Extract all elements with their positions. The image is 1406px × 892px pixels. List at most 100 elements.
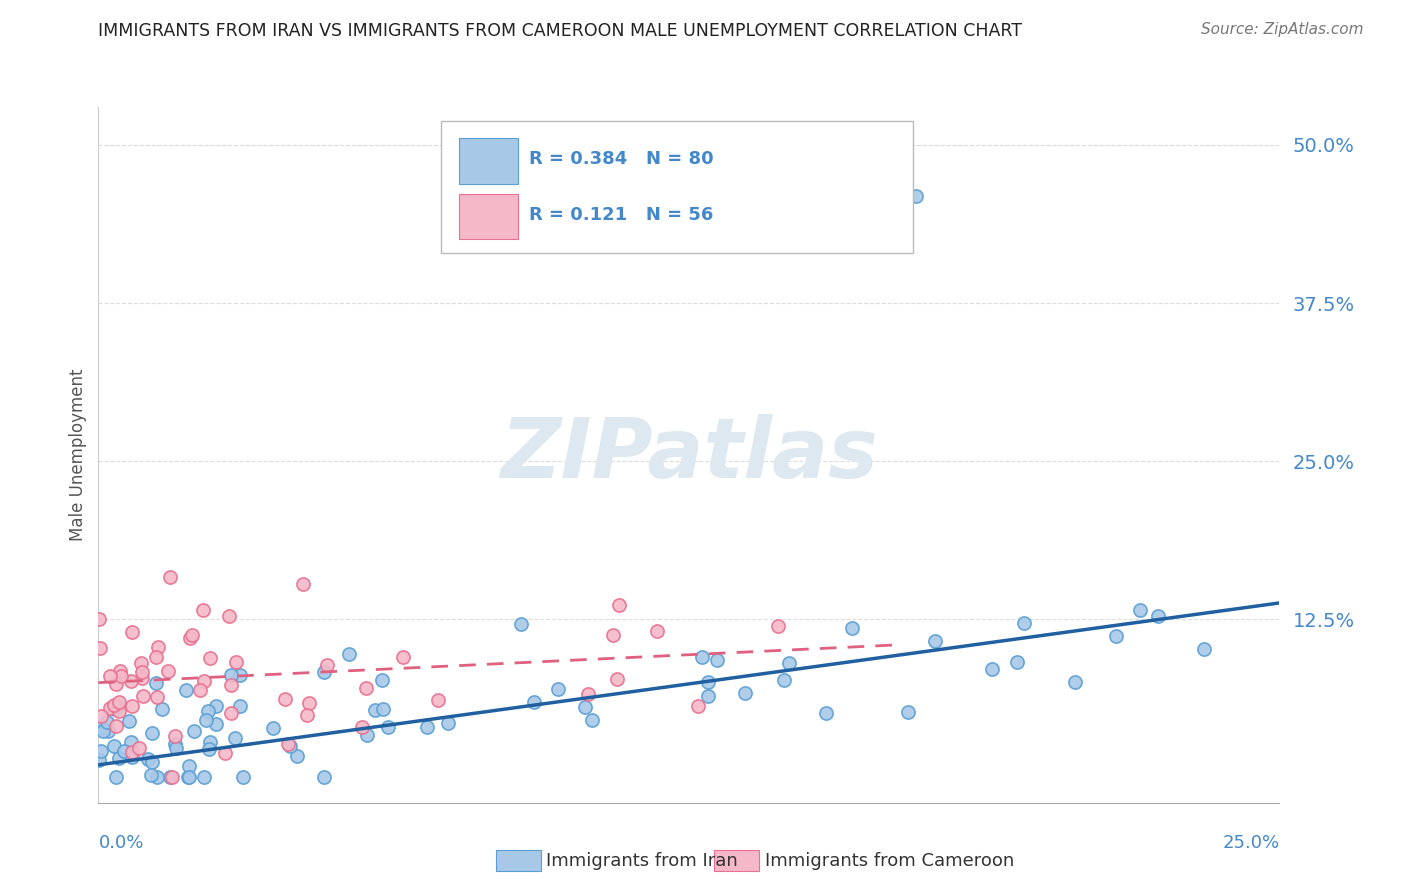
- Point: [165, 740, 187, 755]
- Point: [371, 673, 394, 687]
- Point: [377, 721, 399, 735]
- Point: [146, 771, 169, 785]
- Point: [509, 617, 531, 632]
- Text: 25.0%: 25.0%: [1222, 834, 1279, 852]
- Point: [337, 647, 360, 661]
- Point: [89, 611, 111, 625]
- Point: [105, 719, 128, 733]
- Point: [183, 724, 205, 739]
- Point: [688, 698, 710, 713]
- Point: [121, 745, 143, 759]
- FancyBboxPatch shape: [458, 138, 517, 184]
- Point: [177, 759, 200, 773]
- Point: [131, 672, 153, 686]
- FancyBboxPatch shape: [458, 194, 517, 239]
- Point: [364, 703, 387, 717]
- Text: R = 0.384   N = 80: R = 0.384 N = 80: [530, 150, 714, 169]
- Point: [105, 677, 128, 691]
- Point: [103, 739, 125, 753]
- Point: [90, 744, 112, 758]
- Point: [120, 735, 142, 749]
- Point: [356, 727, 378, 741]
- Point: [112, 744, 135, 758]
- Point: [578, 687, 600, 701]
- Point: [145, 650, 167, 665]
- Point: [690, 650, 713, 665]
- Point: [141, 756, 163, 770]
- Point: [121, 699, 143, 714]
- Point: [107, 698, 129, 713]
- Point: [229, 698, 252, 713]
- Point: [371, 702, 394, 716]
- Point: [120, 674, 142, 689]
- Point: [273, 691, 295, 706]
- Point: [645, 624, 668, 638]
- Point: [219, 706, 242, 720]
- Point: [427, 693, 450, 707]
- Point: [177, 771, 200, 785]
- Point: [90, 708, 112, 723]
- Point: [159, 570, 181, 584]
- Y-axis label: Male Unemployment: Male Unemployment: [69, 368, 87, 541]
- Point: [129, 656, 152, 670]
- Point: [815, 706, 838, 720]
- Point: [298, 696, 321, 710]
- Point: [98, 701, 121, 715]
- Point: [198, 741, 221, 756]
- Point: [107, 704, 129, 718]
- Point: [131, 665, 153, 679]
- Point: [1194, 642, 1216, 657]
- Point: [181, 628, 204, 642]
- Point: [221, 678, 243, 692]
- Point: [772, 673, 794, 688]
- Point: [136, 751, 159, 765]
- Point: [607, 598, 630, 612]
- Point: [103, 698, 125, 712]
- Point: [841, 622, 863, 636]
- Point: [165, 737, 187, 751]
- Point: [1005, 655, 1028, 669]
- Point: [581, 713, 603, 727]
- Point: [278, 739, 301, 753]
- Point: [262, 721, 284, 735]
- Point: [606, 672, 628, 686]
- Point: [110, 669, 132, 683]
- Point: [193, 771, 215, 785]
- Point: [159, 771, 181, 785]
- Point: [146, 640, 169, 654]
- FancyBboxPatch shape: [441, 121, 914, 253]
- Point: [766, 619, 789, 633]
- Point: [188, 682, 211, 697]
- Point: [228, 668, 250, 682]
- Point: [160, 771, 183, 785]
- Point: [1105, 629, 1128, 643]
- Point: [91, 724, 114, 739]
- Point: [416, 720, 439, 734]
- Text: IMMIGRANTS FROM IRAN VS IMMIGRANTS FROM CAMEROON MALE UNEMPLOYMENT CORRELATION C: IMMIGRANTS FROM IRAN VS IMMIGRANTS FROM …: [98, 22, 1022, 40]
- Point: [205, 698, 228, 713]
- Point: [523, 695, 546, 709]
- Point: [146, 690, 169, 705]
- Point: [1146, 609, 1168, 624]
- Point: [1129, 603, 1152, 617]
- Point: [117, 714, 139, 728]
- Point: [574, 700, 596, 714]
- Point: [312, 665, 335, 680]
- Point: [108, 664, 131, 678]
- Point: [139, 768, 162, 782]
- Text: Source: ZipAtlas.com: Source: ZipAtlas.com: [1201, 22, 1364, 37]
- Point: [121, 625, 143, 640]
- Point: [193, 673, 215, 688]
- Point: [981, 662, 1004, 676]
- Point: [197, 704, 219, 718]
- Point: [132, 689, 155, 703]
- Point: [198, 734, 221, 748]
- Point: [179, 631, 201, 645]
- Text: Immigrants from Cameroon: Immigrants from Cameroon: [765, 852, 1014, 870]
- Text: ZIPatlas: ZIPatlas: [501, 415, 877, 495]
- Point: [221, 667, 243, 681]
- Text: Immigrants from Iran: Immigrants from Iran: [546, 852, 737, 870]
- Point: [1063, 675, 1085, 690]
- Point: [277, 737, 299, 751]
- Text: 0.0%: 0.0%: [98, 834, 143, 852]
